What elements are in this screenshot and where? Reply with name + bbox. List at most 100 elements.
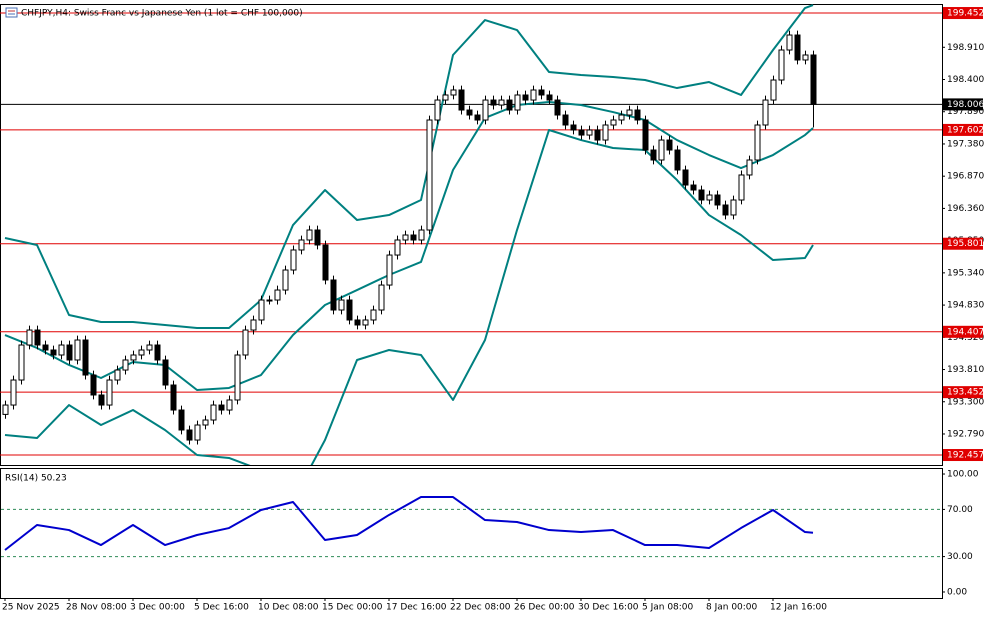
candle-body [266, 299, 273, 302]
candle-body [498, 99, 505, 106]
candle-body [730, 199, 737, 216]
candle-body [274, 289, 281, 301]
x-tick-label: 17 Dec 16:00 [386, 603, 447, 613]
candle-body [10, 379, 17, 406]
candle-body [250, 319, 257, 331]
x-tick-label: 30 Dec 16:00 [578, 603, 639, 613]
candle-body [74, 339, 81, 361]
level-label: 193.452 [947, 388, 984, 398]
candle-body [442, 94, 449, 101]
y-tick-label: 197.890 [947, 107, 984, 117]
candle-body [146, 344, 153, 351]
candle-body [234, 354, 241, 401]
bollinger-upper [4, 4, 814, 330]
candle-body [802, 54, 809, 61]
rsi-plot [1, 496, 942, 558]
candle-body [778, 49, 785, 81]
candle-body [82, 339, 89, 376]
level-label-box [943, 449, 983, 462]
chart-title: CHFJPY,H4: Swiss Franc vs Japanese Yen (… [21, 9, 303, 19]
y-tick-label: 197.380 [947, 139, 984, 149]
candle-body [482, 99, 489, 121]
candle-body [90, 374, 97, 396]
candle-body [682, 169, 689, 186]
candle-body [722, 204, 729, 216]
candle-body [578, 129, 585, 136]
rsi-tick-label: 100.00 [947, 470, 979, 480]
level-label-box [943, 123, 983, 136]
candle-body [490, 99, 497, 106]
y-tick-label: 193.300 [947, 397, 984, 407]
candle-body [658, 139, 665, 161]
candle-body [762, 99, 769, 126]
y-tick-label: 196.360 [947, 204, 984, 214]
candle-body [514, 94, 521, 111]
candle-body [18, 344, 25, 381]
candle-body [538, 89, 545, 96]
candle-body [458, 89, 465, 111]
bollinger-middle [4, 101, 814, 391]
y-tick-label: 192.790 [947, 429, 984, 439]
axes: 198.910 198.400 197.890 197.380 196.870 196.3… [2, 7, 984, 613]
candle-body [386, 254, 393, 286]
rsi-panel [0, 468, 943, 599]
candle-body [258, 299, 265, 321]
candle-body [418, 229, 425, 241]
candle-body [210, 404, 217, 421]
candle-body [770, 79, 777, 101]
x-tick-label: 26 Dec 00:00 [514, 603, 575, 613]
main-panel [0, 4, 943, 466]
level-label-box [943, 325, 983, 338]
level-label: 195.801 [947, 239, 984, 249]
level-label: 198.006 [947, 100, 984, 110]
level-label: 199.452 [947, 9, 984, 19]
candle-body [130, 354, 137, 361]
candle-body [378, 284, 385, 311]
candle-body [642, 119, 649, 151]
x-tick-label: 8 Jan 00:00 [706, 603, 758, 613]
candle-body [650, 149, 657, 161]
level-label: 192.457 [947, 451, 984, 461]
candle-body [178, 409, 185, 431]
candle-body [562, 114, 569, 126]
candle-body [186, 429, 193, 441]
y-tick-label: 195.340 [947, 268, 984, 278]
candle-body [322, 244, 329, 281]
candle-body [714, 194, 721, 206]
candle-body [162, 359, 169, 386]
candle-body [58, 344, 65, 356]
candle-body [618, 114, 625, 121]
candle-body [330, 279, 337, 311]
level-label-box [943, 386, 983, 399]
candle-body [746, 159, 753, 176]
candle-body [426, 119, 433, 231]
x-tick-label: 10 Dec 08:00 [258, 603, 319, 613]
candle-body [626, 109, 633, 116]
symbol-icon [5, 7, 18, 18]
candle-body [306, 229, 313, 241]
candle-body [98, 394, 105, 406]
candle-body [122, 359, 129, 371]
candle-body [2, 404, 9, 415]
candle-body [474, 114, 481, 121]
x-tick-label: 25 Nov 2025 [2, 603, 60, 613]
level-label-box [943, 98, 983, 111]
candle-body [354, 319, 361, 326]
candle-body [202, 419, 209, 426]
candle-body [154, 344, 161, 361]
candle-body [466, 109, 473, 116]
candle-body [66, 344, 73, 361]
candle-body [114, 369, 121, 381]
candle-body [50, 349, 57, 356]
candle-body [674, 149, 681, 171]
level-label-box [943, 237, 983, 250]
candle-body [546, 94, 553, 101]
candle-body [810, 54, 817, 105]
candle-body [338, 299, 345, 311]
candle-body [218, 404, 225, 411]
candle-body [194, 424, 201, 441]
x-tick-label: 22 Dec 08:00 [450, 603, 511, 613]
candle-body [522, 94, 529, 101]
candle-body [586, 129, 593, 136]
